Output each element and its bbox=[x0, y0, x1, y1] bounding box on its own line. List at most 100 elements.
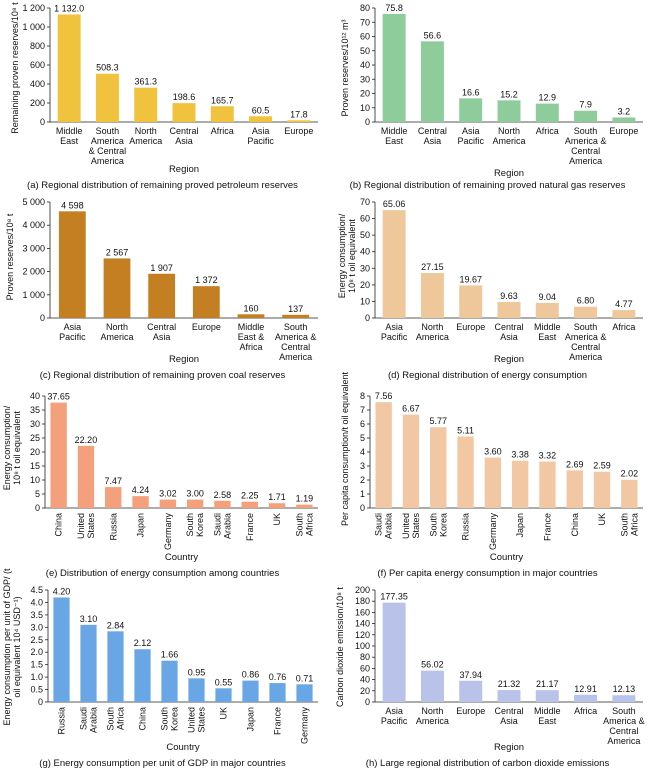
x-tick-label: Russia bbox=[57, 707, 67, 735]
y-tick-label: 40 bbox=[360, 60, 370, 70]
bar-value-label: 137 bbox=[288, 304, 303, 314]
bar bbox=[382, 210, 406, 318]
x-tick-label: SouthAfrica bbox=[106, 707, 126, 731]
y-tick-label: 25 bbox=[30, 433, 40, 443]
bar-value-label: 75.8 bbox=[385, 3, 403, 13]
y-tick-label: 20 bbox=[360, 280, 370, 290]
bar-value-label: 56.02 bbox=[421, 660, 444, 670]
bar bbox=[282, 314, 310, 318]
y-axis-label-c: Proven reserves/10⁸ t bbox=[5, 213, 15, 301]
x-tick-label: North America bbox=[416, 322, 449, 342]
bar-value-label: 6.67 bbox=[402, 404, 420, 414]
x-axis-label: Region bbox=[494, 354, 524, 365]
x-tick-label: South America & Central America bbox=[275, 322, 317, 362]
x-axis-label: Region bbox=[169, 164, 199, 175]
chart-caption-b: (b) Regional distribution of remaining p… bbox=[349, 180, 626, 191]
y-tick-label: 50 bbox=[360, 230, 370, 240]
y-tick-label: 70 bbox=[360, 197, 370, 207]
y-tick-label: 10 bbox=[360, 103, 370, 113]
chart-panel-b: 0 10 20 30 40 50 60 70 80 75.8 Middle East 56.6 Centr… bbox=[325, 0, 650, 194]
bar bbox=[574, 694, 598, 702]
chart-caption-h: (h) Large regional distribution of carbo… bbox=[365, 758, 610, 769]
x-tick-label: Central Asia bbox=[494, 322, 523, 342]
x-tick-label: Europe bbox=[284, 126, 313, 136]
bar bbox=[612, 117, 636, 122]
bar-value-label: 1.66 bbox=[161, 650, 179, 660]
bar-value-label: 2.84 bbox=[107, 620, 125, 630]
x-tick-label: North America bbox=[100, 322, 133, 342]
bar-value-label: 198.6 bbox=[173, 92, 196, 102]
chart-panel-g: 0 0.5 1.0 1.5 2.0 2.5 3.0 3.5 4.0 4.5 4.20 Russia 3.… bbox=[0, 568, 325, 772]
x-tick-label: Asia Pacific bbox=[381, 322, 408, 342]
bar bbox=[241, 501, 258, 508]
x-tick-label: France bbox=[245, 513, 255, 541]
y-tick-label: 120 bbox=[355, 630, 370, 640]
bar bbox=[535, 103, 559, 122]
bar bbox=[497, 100, 521, 122]
bar-value-label: 3.2 bbox=[618, 106, 631, 116]
bar-value-label: 19.67 bbox=[459, 274, 482, 284]
bar-value-label: 2.02 bbox=[621, 469, 639, 479]
y-tick-label: 160 bbox=[355, 607, 370, 617]
y-tick-label: 80 bbox=[360, 3, 370, 13]
bar-value-label: 160 bbox=[243, 303, 258, 313]
bar-value-label: 27.15 bbox=[421, 262, 444, 272]
bar bbox=[249, 116, 273, 122]
bar-value-label: 17.8 bbox=[290, 109, 308, 119]
y-tick-label: 4 000 bbox=[22, 220, 45, 230]
y-tick-label: 20 bbox=[360, 686, 370, 696]
bar bbox=[459, 285, 483, 318]
bar-value-label: 16.6 bbox=[462, 87, 480, 97]
x-tick-label: Middle East bbox=[534, 322, 561, 342]
bar-value-label: 1 132.0 bbox=[54, 3, 84, 13]
bar-value-label: 65.06 bbox=[383, 199, 406, 209]
bar-value-label: 4.77 bbox=[615, 299, 633, 309]
bar-value-label: 2.69 bbox=[566, 459, 584, 469]
bar bbox=[192, 286, 220, 318]
bar-value-label: 3.32 bbox=[539, 451, 557, 461]
x-tick-label: UnitedStates bbox=[76, 513, 96, 540]
bar bbox=[296, 684, 313, 702]
bar-chart-c: 0 1 000 2 000 3 000 4 000 5 000 4 598 Asia Pacif… bbox=[22, 197, 318, 365]
x-tick-label: North America bbox=[416, 706, 449, 726]
y-tick-label: 200 bbox=[30, 98, 45, 108]
x-tick-label: South America & Central America bbox=[89, 126, 127, 166]
x-tick-label: Asia Pacific bbox=[59, 322, 86, 342]
bar bbox=[134, 649, 151, 702]
bar bbox=[80, 624, 97, 702]
y-axis-label-g: Energy consumption per unit of GDP/ (t o… bbox=[2, 568, 22, 726]
y-tick-label: 40 bbox=[360, 675, 370, 685]
y-tick-label: 4.5 bbox=[30, 585, 43, 595]
bar-value-label: 7.56 bbox=[375, 391, 393, 401]
y-axis-label-f: Per capita consumption/t oil equivalent bbox=[340, 371, 350, 527]
bar-value-label: 37.94 bbox=[459, 670, 482, 680]
x-tick-label: Central Asia bbox=[169, 126, 198, 146]
bar bbox=[612, 695, 636, 702]
bar bbox=[161, 660, 178, 702]
bar bbox=[58, 211, 86, 318]
y-tick-label: 0.5 bbox=[30, 685, 43, 695]
x-tick-label: France bbox=[542, 513, 552, 541]
chart-panel-a: 0 200 400 600 800 1 000 1 200 1 132.0 Middle East… bbox=[0, 0, 325, 194]
x-tick-label: South America & Central America bbox=[565, 126, 607, 166]
bar bbox=[269, 683, 286, 702]
bar-value-label: 1 372 bbox=[195, 275, 218, 285]
y-tick-label: 100 bbox=[355, 641, 370, 651]
bar-value-label: 3.60 bbox=[484, 447, 502, 457]
x-tick-label: Japan bbox=[515, 513, 525, 538]
bar bbox=[132, 496, 149, 508]
y-tick-label: 0 bbox=[365, 117, 370, 127]
x-tick-label: Africa bbox=[536, 126, 559, 136]
bar-value-label: 6.80 bbox=[577, 296, 595, 306]
y-tick-label: 400 bbox=[30, 79, 45, 89]
bar bbox=[57, 14, 81, 123]
y-tick-label: 0 bbox=[360, 503, 365, 513]
bar-value-label: 3.00 bbox=[186, 489, 204, 499]
y-tick-label: 180 bbox=[355, 596, 370, 606]
bar bbox=[402, 414, 420, 508]
chart-panel-d: 0 10 20 30 40 50 60 70 65.06 Asia Pacific 27.15 Nort… bbox=[325, 194, 650, 388]
x-tick-label: North America bbox=[492, 126, 525, 146]
x-axis-label: Region bbox=[169, 354, 199, 365]
y-tick-label: 2.5 bbox=[30, 635, 43, 645]
